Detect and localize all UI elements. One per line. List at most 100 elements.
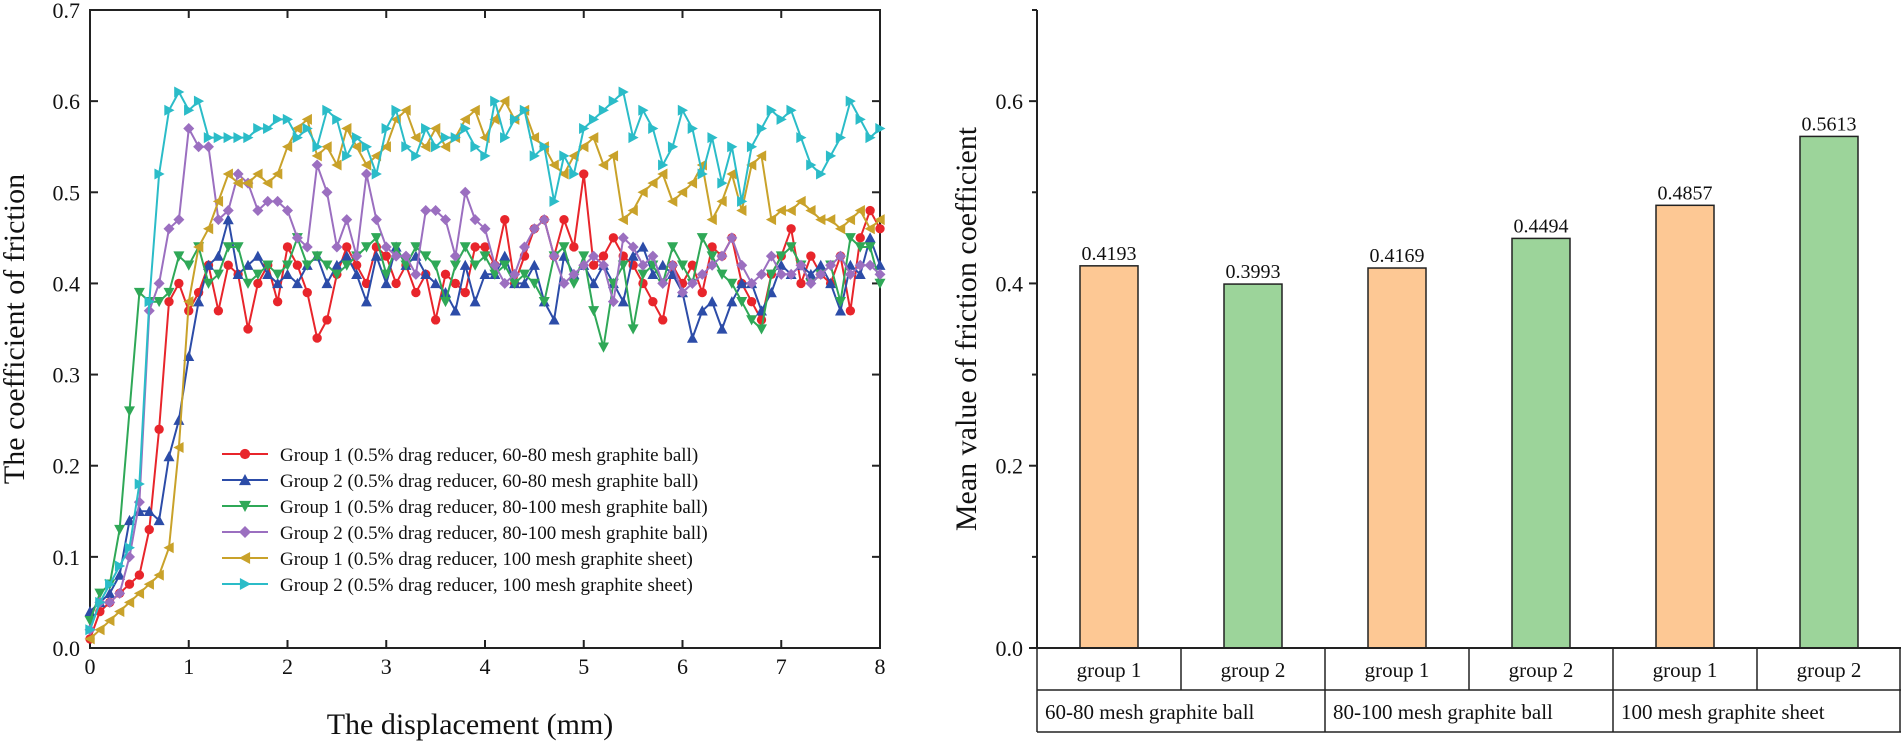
data-point <box>164 296 174 307</box>
category-label: group 1 <box>1365 658 1430 682</box>
data-point <box>450 278 461 289</box>
data-point <box>114 587 126 599</box>
data-point <box>499 277 511 289</box>
data-point <box>193 141 205 153</box>
data-point <box>647 268 659 279</box>
data-point <box>410 268 422 280</box>
data-point <box>193 296 205 307</box>
data-point <box>351 260 362 270</box>
data-point <box>232 168 244 180</box>
line-x-tick-label: 2 <box>282 654 293 679</box>
data-point <box>785 268 797 280</box>
data-point <box>184 104 195 116</box>
data-point <box>459 186 471 198</box>
data-point <box>242 177 253 189</box>
line-x-tick-label: 6 <box>677 654 688 679</box>
data-point <box>558 277 570 289</box>
data-point <box>736 205 747 217</box>
data-point <box>321 260 333 271</box>
data-point <box>499 260 511 271</box>
data-point <box>282 113 293 125</box>
data-point <box>854 205 865 217</box>
data-point <box>598 342 609 353</box>
data-point <box>509 113 521 125</box>
data-point <box>588 250 600 262</box>
data-point <box>806 159 817 171</box>
legend-item: Group 1 (0.5% drag reducer, 80-100 mesh … <box>222 497 708 518</box>
category-label: group 2 <box>1509 658 1574 682</box>
line-y-tick-label: 0.6 <box>53 89 81 114</box>
line-x-tick-label: 7 <box>776 654 787 679</box>
legend-item: Group 2 (0.5% drag reducer, 100 mesh gra… <box>222 575 693 596</box>
data-point <box>381 122 392 134</box>
data-point <box>706 296 718 307</box>
data-point <box>430 122 441 134</box>
data-point <box>282 242 293 252</box>
data-point <box>538 214 550 226</box>
data-point <box>114 606 125 618</box>
data-point <box>232 177 243 189</box>
line-y-tick-label: 0.4 <box>53 271 81 296</box>
data-point <box>212 214 224 226</box>
data-point <box>153 514 165 526</box>
data-point <box>677 104 688 116</box>
data-point <box>766 104 777 116</box>
data-point <box>607 150 619 162</box>
data-point <box>94 588 106 599</box>
data-point <box>686 177 698 189</box>
data-point <box>775 268 787 280</box>
data-point <box>301 260 313 271</box>
data-point <box>568 278 580 289</box>
data-point <box>312 333 322 343</box>
data-point <box>844 268 856 280</box>
legend-label: Group 1 (0.5% drag reducer, 100 mesh gra… <box>280 549 693 570</box>
data-point <box>440 141 451 153</box>
data-point <box>222 205 234 217</box>
data-point <box>144 296 155 308</box>
line-y-axis: 0.0 0.1 0.2 0.3 0.4 0.5 0.6 0.7 <box>53 0 880 661</box>
data-point <box>272 113 284 125</box>
legend-item: Group 2 (0.5% drag reducer, 80-100 mesh … <box>222 523 708 544</box>
data-point <box>391 104 402 116</box>
data-point <box>411 287 421 298</box>
data-point <box>539 141 550 153</box>
data-point <box>559 150 570 162</box>
data-point <box>667 259 679 271</box>
data-point <box>786 104 797 116</box>
data-point <box>341 214 353 226</box>
data-point <box>342 242 352 252</box>
data-point <box>549 195 560 207</box>
data-point <box>233 132 244 144</box>
data-point <box>569 242 579 252</box>
data-point <box>805 277 817 289</box>
data-point <box>588 132 599 144</box>
legend-marker <box>239 448 251 460</box>
data-point <box>637 241 649 252</box>
data-point <box>321 186 333 198</box>
data-point <box>183 296 194 308</box>
data-point <box>213 132 224 144</box>
data-point <box>134 478 145 490</box>
data-point <box>440 296 451 308</box>
data-point <box>845 95 856 107</box>
data-point <box>469 104 480 116</box>
bar-value-label: 0.4494 <box>1514 215 1569 237</box>
data-point <box>370 214 382 226</box>
category-label: group 2 <box>1221 658 1286 682</box>
data-point <box>598 251 609 261</box>
legend-marker <box>239 552 251 564</box>
data-point <box>696 305 708 316</box>
data-point <box>528 223 540 235</box>
data-point <box>232 268 244 279</box>
data-point <box>579 169 589 179</box>
data-point <box>183 260 195 271</box>
data-point <box>331 259 343 270</box>
line-x-tick-label: 8 <box>875 654 886 679</box>
data-point <box>617 214 628 226</box>
legend-item: Group 1 (0.5% drag reducer, 100 mesh gra… <box>222 549 693 570</box>
bar-y-tick-label: 0.4 <box>996 271 1024 296</box>
data-point <box>173 441 184 453</box>
data-point <box>667 141 679 153</box>
data-point <box>776 113 787 125</box>
data-point <box>153 277 165 289</box>
